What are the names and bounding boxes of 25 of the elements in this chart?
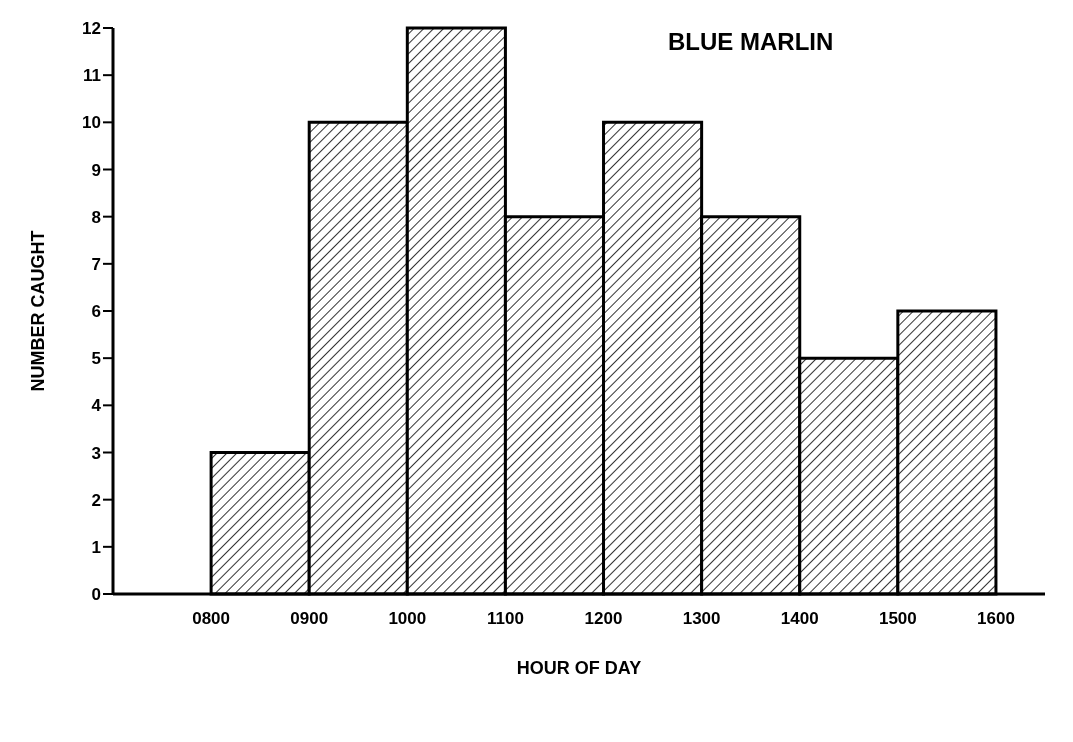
y-axis-title: NUMBER CAUGHT [28,230,49,392]
x-tick-label: 1300 [682,609,721,629]
x-tick-label: 0900 [290,609,329,629]
y-tick-label: 8 [91,207,101,227]
y-tick-label: 5 [91,349,101,369]
y-tick-label: 11 [83,66,101,86]
x-tick-label: 0800 [192,609,231,629]
y-tick-label: 0 [91,585,101,605]
x-tick-label: 1400 [780,609,819,629]
y-tick-label: 3 [91,443,101,463]
x-tick-label: 1600 [977,609,1015,629]
y-tick-label: 7 [91,254,101,274]
y-tick-label: 10 [82,113,101,133]
y-tick-label: 6 [91,302,101,322]
chart-title: BLUE MARLIN [668,28,834,56]
x-tick-label: 1000 [388,609,427,629]
x-tick-label: 1200 [584,609,623,629]
y-tick-label: 12 [82,19,101,39]
x-tick-label: 1500 [878,609,917,629]
y-tick-label: 4 [91,396,102,416]
y-tick-label: 1 [91,537,101,557]
x-tick-label: 1100 [486,609,524,629]
y-tick-label: 2 [91,490,101,510]
y-tick-label: 9 [91,160,101,180]
x-axis-title: HOUR OF DAY [516,658,642,678]
